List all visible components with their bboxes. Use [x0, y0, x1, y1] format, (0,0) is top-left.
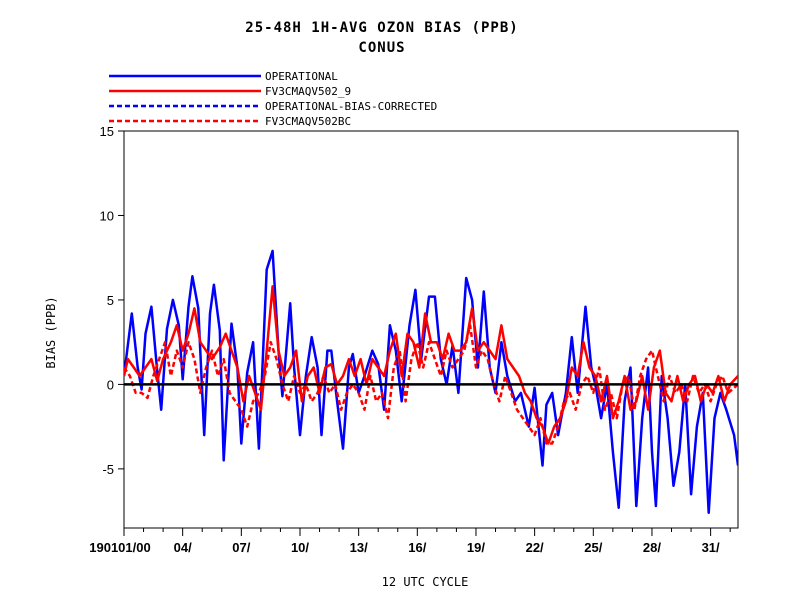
x-tick-label: 28/ — [643, 540, 661, 555]
x-tick-label: 25/ — [584, 540, 602, 555]
x-tick-label: 16/ — [408, 540, 426, 555]
legend: OPERATIONAL FV3CMAQV502_9 OPERATIONAL-BIAS… — [109, 70, 437, 128]
y-axis: 15 10 5 0 -5 — [100, 124, 124, 477]
x-tick-label: 22/ — [526, 540, 544, 555]
y-tick-label: 15 — [100, 124, 114, 139]
legend-label: OPERATIONAL — [265, 70, 338, 83]
legend-label: FV3CMAQV502BC — [265, 115, 351, 128]
x-tick-label: 04/ — [174, 540, 192, 555]
y-tick-label: 5 — [107, 293, 114, 308]
x-tick-label: 31/ — [702, 540, 720, 555]
x-axis: 190101/00 04/07/10/13/16/19/22/25/28/31/ — [89, 528, 731, 555]
legend-label: OPERATIONAL-BIAS-CORRECTED — [265, 100, 437, 113]
x-tick-label: 190101/00 — [89, 540, 150, 555]
y-axis-label: BIAS (PPB) — [44, 296, 58, 368]
x-tick-label: 10/ — [291, 540, 309, 555]
x-tick-label: 19/ — [467, 540, 485, 555]
y-tick-label: -5 — [102, 462, 114, 477]
plot-frame — [123, 130, 739, 529]
y-tick-label: 10 — [100, 208, 114, 223]
series-line-operational — [124, 249, 738, 515]
x-tick-label: 07/ — [232, 540, 250, 555]
x-tick-label: 13/ — [350, 540, 368, 555]
legend-label: FV3CMAQV502_9 — [265, 85, 351, 98]
chart-title: 25-48H 1H-AVG OZON BIAS (PPB) — [245, 20, 519, 36]
series-line-fv3cmaqv502_9 — [124, 285, 738, 445]
chart-subtitle: CONUS — [358, 40, 406, 56]
y-tick-label: 0 — [107, 377, 114, 392]
x-axis-label: 12 UTC CYCLE — [382, 575, 469, 589]
series-line-fv3cmaqv502bc — [124, 324, 738, 445]
